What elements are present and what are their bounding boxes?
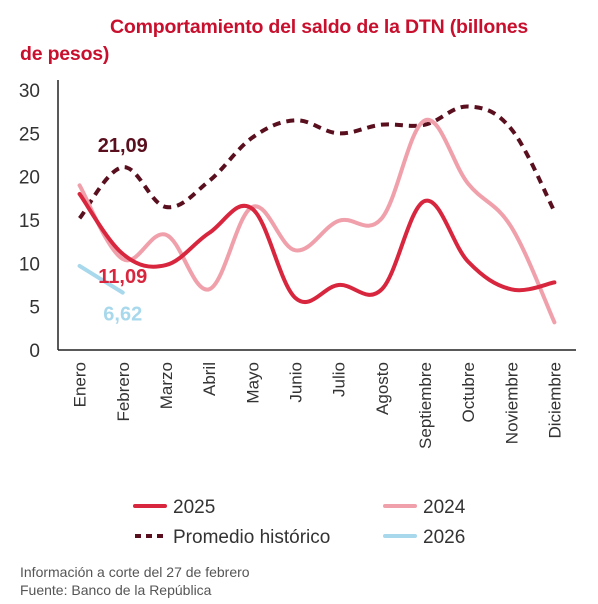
chart-title: Comportamiento del saldo de la DTN (bill… xyxy=(20,14,580,68)
y-tick-label: 30 xyxy=(19,81,40,102)
chart-legend: 2025 2024 Promedio histórico 2026 xyxy=(133,497,466,548)
chart-title-line2: de pesos) xyxy=(20,43,110,65)
x-tick-label: Noviembre xyxy=(502,362,521,444)
x-tick-label: Enero xyxy=(71,362,90,407)
series-line-2026 xyxy=(77,263,125,295)
x-tick-label: Febrero xyxy=(114,362,133,422)
y-tick-label: 5 xyxy=(29,298,40,319)
chart-title-line1: Comportamiento del saldo de la DTN (bill… xyxy=(110,16,529,38)
series-line-promedio-hist-rico xyxy=(77,104,557,220)
data-label: 21,09 xyxy=(98,135,148,157)
data-label: 6,62 xyxy=(103,304,142,326)
x-tick-label: Junio xyxy=(286,362,305,403)
chart-annotations: 21,09 11,09 6,62 xyxy=(98,135,148,325)
series-line-2025 xyxy=(77,192,557,305)
x-tick-label: Mayo xyxy=(243,362,262,404)
x-tick-label: Agosto xyxy=(373,362,392,415)
y-tick-label: 0 xyxy=(29,341,40,362)
note-source: Fuente: Banco de la República xyxy=(20,582,212,598)
chart-notes: Información a corte del 27 de febrero Fu… xyxy=(20,563,250,599)
y-tick-label: 25 xyxy=(19,124,40,145)
legend-label: Promedio histórico xyxy=(173,527,330,548)
legend-label: 2025 xyxy=(173,497,215,518)
x-tick-label: Octubre xyxy=(459,362,478,422)
chart-series xyxy=(77,104,557,325)
legend-label: 2024 xyxy=(423,497,466,518)
chart-axes: 0 5 10 15 20 25 30 Enero Febrero Marzo Abril Mayo Ju… xyxy=(19,80,576,449)
x-tick-label: Marzo xyxy=(157,362,176,409)
data-label: 11,09 xyxy=(98,266,147,288)
x-tick-label: Septiembre xyxy=(416,362,435,449)
x-tick-label: Diciembre xyxy=(545,362,564,439)
legend-label: 2026 xyxy=(423,527,465,548)
y-tick-label: 15 xyxy=(19,211,40,232)
x-tick-label: Julio xyxy=(330,362,349,397)
y-tick-label: 20 xyxy=(19,168,40,189)
series-line-2024 xyxy=(77,118,557,325)
y-tick-label: 10 xyxy=(19,254,40,275)
note-cutoff: Información a corte del 27 de febrero xyxy=(20,564,250,580)
x-tick-label: Abril xyxy=(200,362,219,396)
